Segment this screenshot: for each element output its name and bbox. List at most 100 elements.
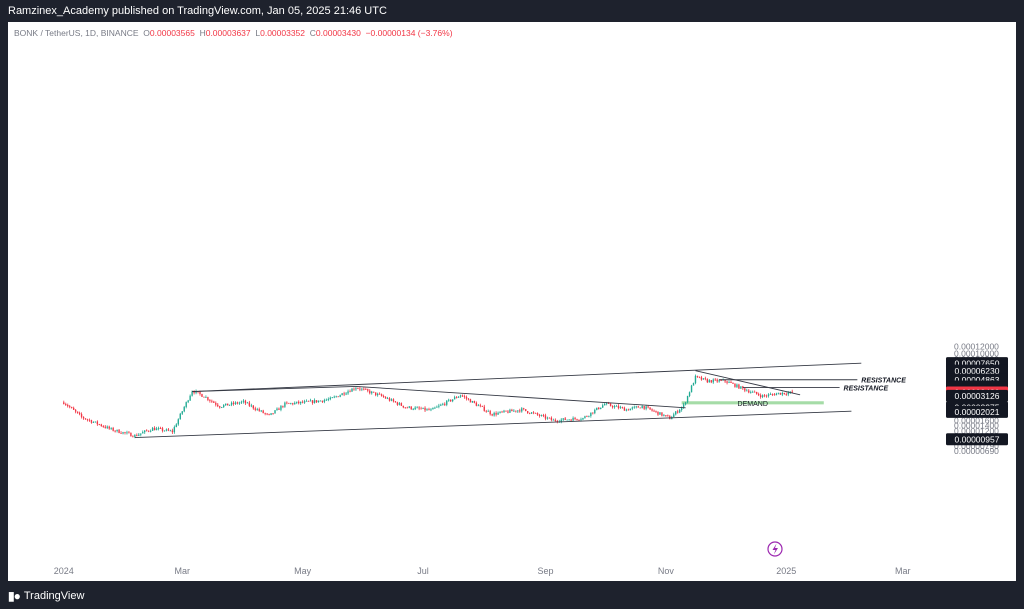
candle-body bbox=[617, 405, 620, 409]
candle-body bbox=[63, 402, 65, 405]
candle-body bbox=[619, 407, 622, 409]
candle-body bbox=[136, 435, 138, 436]
resistance-label-2: RESISTANCE bbox=[844, 386, 889, 393]
candle-body bbox=[673, 414, 675, 418]
candle-body bbox=[684, 402, 687, 405]
candle-body bbox=[219, 406, 221, 408]
candle-body bbox=[112, 427, 114, 431]
candle-body bbox=[163, 430, 166, 432]
candle-body bbox=[560, 419, 562, 422]
candle-body bbox=[513, 410, 515, 412]
candle-body bbox=[351, 388, 353, 392]
candle-body bbox=[436, 406, 438, 408]
candle-body bbox=[554, 419, 557, 421]
candle-body bbox=[503, 410, 505, 412]
candle-body bbox=[596, 407, 598, 410]
candle-body bbox=[384, 396, 387, 399]
y-tick-label: 0.00001600 bbox=[954, 415, 999, 425]
price-badge-label: 0.00003126 bbox=[955, 391, 1000, 401]
candle-body bbox=[538, 414, 541, 416]
candle-body bbox=[217, 404, 219, 407]
footer-bar: ▮● TradingView bbox=[0, 581, 1024, 609]
candle-body bbox=[694, 375, 697, 384]
candle-body bbox=[495, 412, 497, 415]
resistance-label-1: RESISTANCE bbox=[861, 378, 906, 385]
candle-body bbox=[367, 389, 369, 391]
price-badge bbox=[946, 405, 1008, 418]
candle-body bbox=[276, 408, 278, 411]
candle-body bbox=[755, 391, 758, 394]
candle-body bbox=[169, 430, 172, 432]
candle-body bbox=[84, 418, 87, 420]
candle-body bbox=[457, 396, 460, 398]
candle-body bbox=[157, 428, 160, 429]
candle-body bbox=[738, 384, 740, 389]
candle-body bbox=[692, 383, 695, 386]
candle-body bbox=[424, 407, 426, 411]
candle-body bbox=[483, 406, 485, 411]
candle-body bbox=[521, 408, 523, 412]
candle-body bbox=[607, 403, 610, 404]
channel-lower-line bbox=[134, 410, 852, 439]
candle-body bbox=[783, 392, 786, 395]
candle-body bbox=[116, 429, 118, 432]
candle-body bbox=[501, 411, 503, 413]
candle-body bbox=[199, 391, 201, 395]
candle-body bbox=[374, 392, 377, 396]
candle-body bbox=[740, 386, 742, 389]
candle-body bbox=[678, 409, 681, 413]
chart-svg[interactable]: 0.000120000.000100000.000085000.00007000… bbox=[8, 22, 1016, 581]
candle-body bbox=[716, 379, 718, 382]
candle-body bbox=[290, 403, 292, 405]
candle-body bbox=[292, 403, 294, 405]
candle-body bbox=[256, 409, 258, 410]
price-badge-label: 0.00000957 bbox=[955, 434, 1000, 444]
candle-body bbox=[641, 406, 643, 409]
candle-body bbox=[390, 399, 393, 401]
candle-body bbox=[278, 408, 280, 410]
candle-body bbox=[147, 430, 150, 432]
candle-body bbox=[629, 408, 632, 411]
candle-body bbox=[282, 406, 284, 407]
candle-body bbox=[347, 391, 349, 394]
candle-body bbox=[759, 395, 762, 398]
candle-body bbox=[562, 418, 564, 420]
candle-body bbox=[428, 409, 430, 411]
candle-body bbox=[414, 407, 416, 410]
candle-body bbox=[323, 400, 326, 402]
tradingview-logo[interactable]: ▮● TradingView bbox=[8, 589, 84, 603]
candle-body bbox=[329, 397, 331, 400]
candle-body bbox=[548, 417, 551, 419]
candle-body bbox=[550, 417, 553, 420]
candle-body bbox=[388, 398, 391, 401]
candle-body bbox=[536, 413, 539, 415]
chart-area[interactable]: 0.000120000.000100000.000085000.00007000… bbox=[8, 22, 1016, 581]
candle-body bbox=[566, 419, 568, 421]
candle-body bbox=[649, 407, 651, 410]
candle-body bbox=[787, 392, 789, 395]
candle-body bbox=[653, 410, 655, 412]
candle-body bbox=[602, 405, 604, 408]
candle-body bbox=[651, 409, 653, 411]
candle-body bbox=[769, 394, 772, 395]
candle-body bbox=[663, 415, 665, 416]
price-badge-label: 0.00006230 bbox=[955, 366, 1000, 376]
candle-body bbox=[201, 394, 203, 397]
candle-body bbox=[682, 404, 685, 408]
candle-body bbox=[467, 398, 470, 400]
candle-body bbox=[80, 414, 83, 417]
candle-body bbox=[311, 400, 314, 404]
candle-body bbox=[406, 407, 408, 409]
candle-body bbox=[254, 408, 256, 410]
candle-body bbox=[345, 393, 347, 395]
candle-body bbox=[92, 422, 95, 423]
candle-body bbox=[507, 411, 509, 413]
candle-body bbox=[540, 415, 543, 416]
candle-body bbox=[250, 405, 253, 407]
candle-body bbox=[177, 419, 179, 425]
candle-body bbox=[179, 413, 181, 420]
candle-body bbox=[187, 400, 189, 403]
candle-body bbox=[665, 415, 667, 416]
candle-body bbox=[224, 403, 227, 406]
candle-body bbox=[771, 394, 774, 395]
